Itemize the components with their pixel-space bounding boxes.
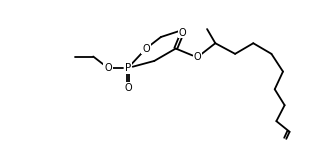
- Text: O: O: [179, 28, 186, 38]
- Text: O: O: [104, 63, 112, 73]
- Text: O: O: [142, 43, 150, 54]
- Text: O: O: [193, 52, 201, 62]
- Text: P: P: [125, 63, 131, 73]
- Text: O: O: [124, 82, 132, 93]
